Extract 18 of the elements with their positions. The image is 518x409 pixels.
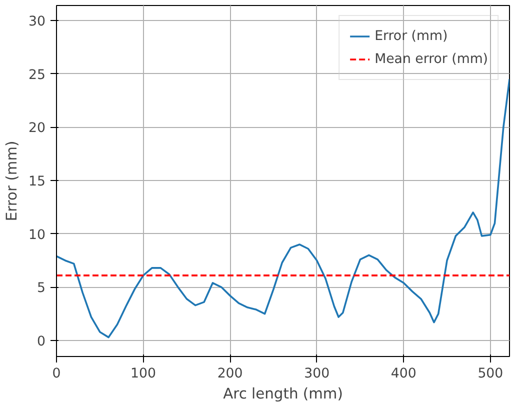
x-tick-label: 0 [52, 366, 61, 382]
y-tick-label: 5 [37, 281, 46, 296]
x-tick-label: 500 [478, 366, 504, 382]
y-tick-label: 20 [28, 121, 46, 136]
y-tick-label: 30 [28, 14, 46, 30]
x-tick-label: 200 [217, 366, 243, 382]
x-tick-label: 100 [130, 366, 156, 382]
legend-label: Mean error (mm) [374, 52, 488, 66]
y-tick-label: 15 [28, 174, 46, 190]
y-axis-title: Error (mm) [4, 140, 21, 222]
x-tick-label: 300 [304, 366, 330, 382]
x-tick-label: 400 [390, 366, 416, 382]
x-axis-title: Arc length (mm) [223, 386, 343, 402]
y-tick-label: 0 [37, 334, 46, 350]
y-tick-label: 10 [28, 228, 46, 243]
y-tick-label: 25 [28, 68, 46, 83]
line-series [56, 78, 510, 338]
legend-label: Error (mm) [374, 28, 448, 44]
